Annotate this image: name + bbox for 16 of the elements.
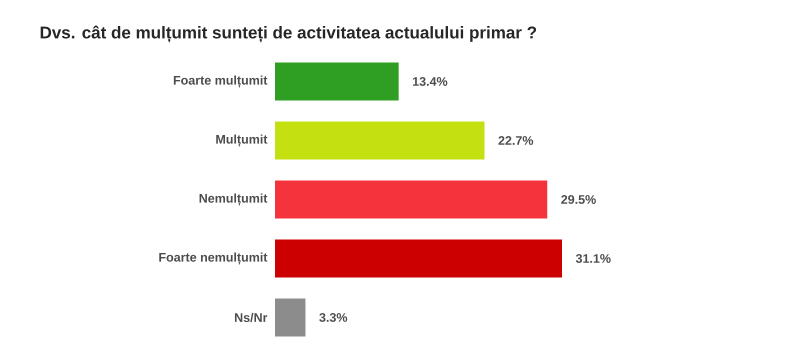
bar (275, 121, 484, 160)
chart-title: Dvs. cât de mulțumit sunteți de activitatea actualului primar ? (40, 26, 536, 42)
bar (275, 62, 399, 100)
data-label: 31.1% (576, 254, 611, 263)
bar (275, 239, 562, 278)
y-tick-label: Nemulțumit (200, 194, 268, 206)
y-tick-label: Ns/Nr (234, 312, 268, 322)
y-tick-label: Mulțumit (216, 134, 268, 146)
bar (275, 298, 306, 336)
data-label: 3.3% (319, 313, 348, 322)
bar (275, 180, 548, 218)
data-label: 22.7% (498, 136, 534, 145)
data-label: 29.5% (561, 195, 596, 204)
data-label: 13.4% (412, 77, 448, 86)
y-tick-label: Foarte mulțumit (174, 76, 268, 88)
y-tick-label: Foarte nemulțumit (159, 252, 268, 264)
